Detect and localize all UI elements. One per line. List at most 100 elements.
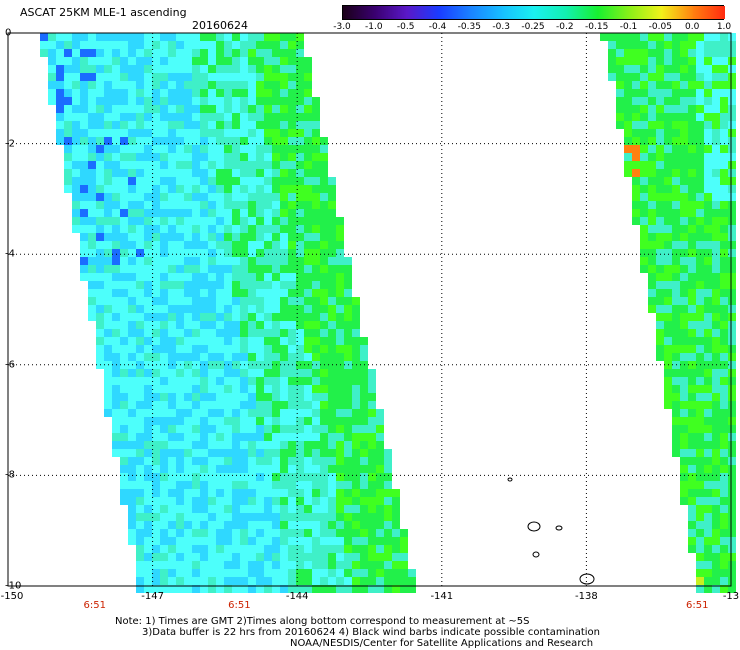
swath-cell — [112, 409, 120, 417]
swath-cell — [112, 321, 120, 329]
swath-cell — [344, 369, 352, 377]
swath-cell — [104, 41, 112, 49]
swath-cell — [352, 577, 360, 585]
swath-cell — [272, 249, 280, 257]
swath-cell — [256, 553, 264, 561]
swath-cell — [664, 257, 672, 265]
swath-cell — [648, 193, 656, 201]
swath-cell — [128, 225, 136, 233]
swath-cell — [224, 353, 232, 361]
swath-cell — [656, 353, 664, 361]
swath-cell — [104, 385, 112, 393]
swath-cell — [352, 465, 360, 473]
swath-cell — [80, 41, 88, 49]
swath-cell — [720, 113, 728, 121]
swath-cell — [320, 473, 328, 481]
island-outline — [555, 525, 563, 531]
swath-cell — [312, 177, 320, 185]
swath-cell — [728, 505, 736, 513]
island-outline — [527, 521, 541, 532]
swath-cell — [224, 209, 232, 217]
swath-cell — [160, 233, 168, 241]
swath-cell — [688, 321, 696, 329]
swath-cell — [256, 305, 264, 313]
swath-cell — [160, 553, 168, 561]
swath-cell — [152, 545, 160, 553]
swath-cell — [168, 193, 176, 201]
swath-cell — [280, 441, 288, 449]
swath-cell — [288, 121, 296, 129]
swath-cell — [696, 353, 704, 361]
swath-cell — [96, 153, 104, 161]
swath-cell — [712, 457, 720, 465]
swath-cell — [168, 49, 176, 57]
swath-cell — [664, 289, 672, 297]
colorbar-segment — [693, 6, 726, 19]
swath-cell — [176, 521, 184, 529]
swath-cell — [248, 57, 256, 65]
swath-cell — [368, 513, 376, 521]
swath-cell — [232, 441, 240, 449]
swath-cell — [248, 161, 256, 169]
swath-cell — [304, 529, 312, 537]
swath-cell — [96, 201, 104, 209]
swath-cell — [360, 505, 368, 513]
swath-cell — [648, 33, 656, 41]
swath-cell — [304, 193, 312, 201]
swath-cell — [304, 409, 312, 417]
swath-cell — [264, 305, 272, 313]
swath-cell — [192, 273, 200, 281]
swath-cell — [96, 177, 104, 185]
swath-cell — [192, 529, 200, 537]
swath-cell — [144, 481, 152, 489]
swath-cell — [288, 377, 296, 385]
swath-cell — [640, 129, 648, 137]
swath-cell — [184, 169, 192, 177]
swath-cell — [280, 273, 288, 281]
swath-cell — [256, 57, 264, 65]
swath-cell — [728, 577, 736, 585]
swath-cell — [144, 457, 152, 465]
swath-cell — [144, 337, 152, 345]
swath-cell — [168, 185, 176, 193]
swath-cell — [104, 193, 112, 201]
swath-cell — [232, 233, 240, 241]
swath-cell — [312, 209, 320, 217]
time-label: 6:51 — [228, 600, 251, 611]
swath-cell — [312, 169, 320, 177]
swath-cell — [200, 257, 208, 265]
swath-cell — [672, 161, 680, 169]
swath-cell — [184, 89, 192, 97]
swath-cell — [136, 481, 144, 489]
swath-cell — [312, 97, 320, 105]
swath-cell — [144, 121, 152, 129]
swath-cell — [264, 209, 272, 217]
swath-cell — [720, 473, 728, 481]
swath-cell — [144, 217, 152, 225]
swath-cell — [192, 369, 200, 377]
swath-cell — [688, 409, 696, 417]
swath-cell — [112, 241, 120, 249]
swath-cell — [288, 193, 296, 201]
swath-cell — [720, 145, 728, 153]
swath-cell — [240, 121, 248, 129]
swath-cell — [376, 457, 384, 465]
swath-cell — [640, 145, 648, 153]
swath-cell — [656, 217, 664, 225]
swath-cell — [184, 281, 192, 289]
swath-cell — [184, 449, 192, 457]
swath-cell — [208, 201, 216, 209]
swath-cell — [248, 449, 256, 457]
swath-cell — [152, 425, 160, 433]
swath-cell — [144, 161, 152, 169]
swath-cell — [184, 97, 192, 105]
swath-cell — [136, 465, 144, 473]
swath-cell — [352, 561, 360, 569]
swath-cell — [296, 97, 304, 105]
swath-cell — [336, 313, 344, 321]
swath-cell — [96, 273, 104, 281]
swath-cell — [272, 377, 280, 385]
swath-cell — [256, 225, 264, 233]
swath-cell — [144, 233, 152, 241]
swath-cell — [680, 225, 688, 233]
